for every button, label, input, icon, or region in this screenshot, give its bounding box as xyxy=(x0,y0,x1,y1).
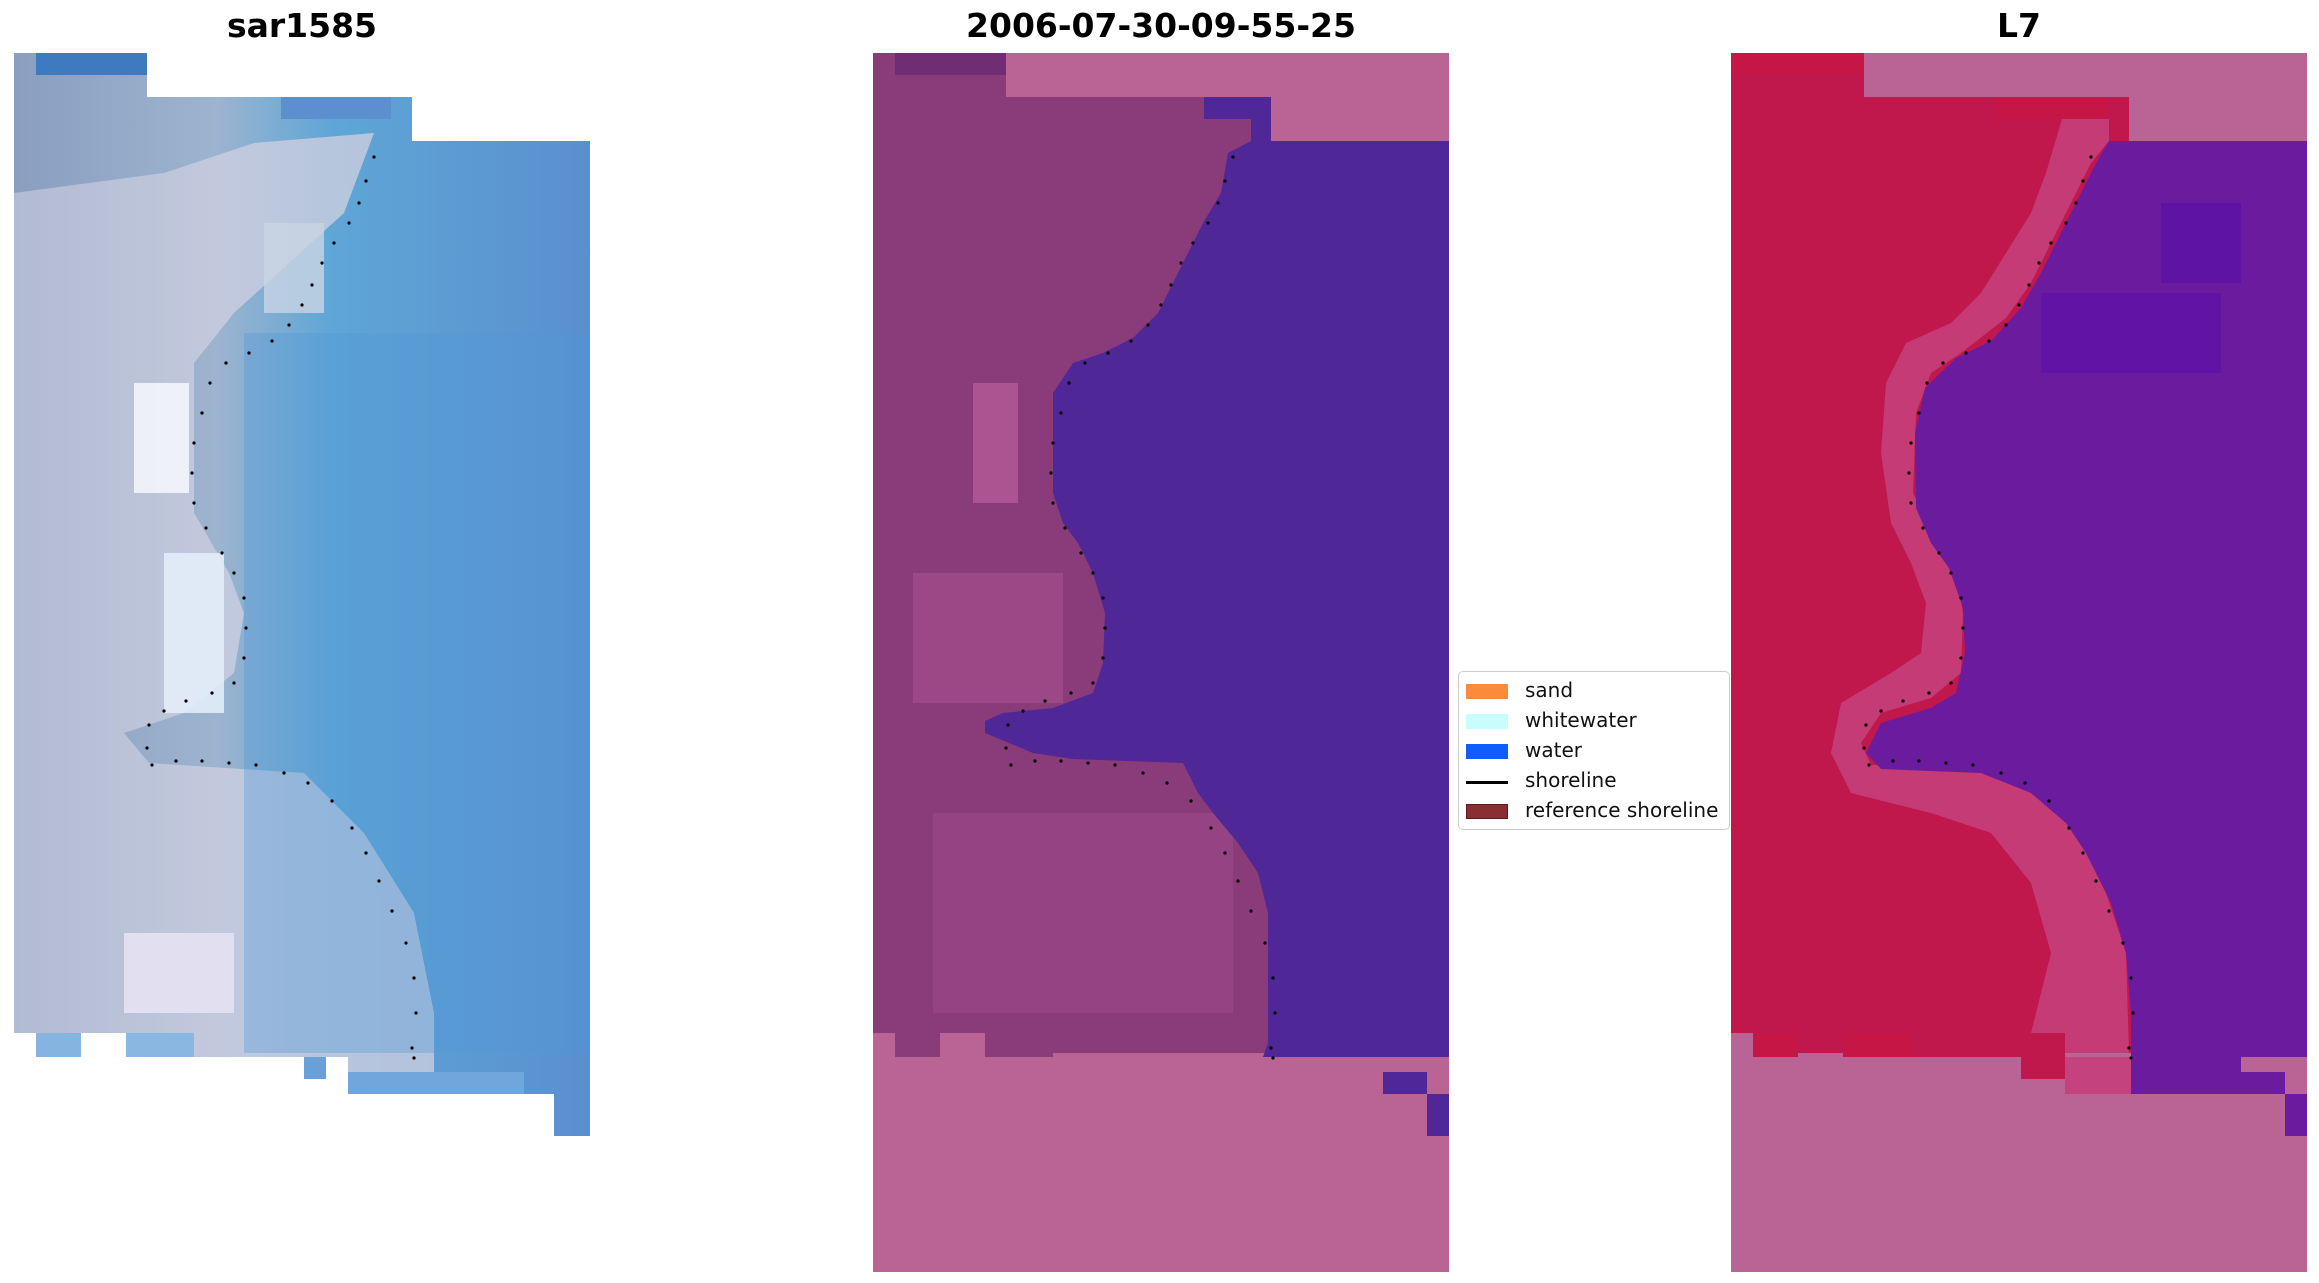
legend-label-whitewater: whitewater xyxy=(1525,708,1637,732)
legend-label-sand: sand xyxy=(1525,678,1574,702)
shoreline-dots xyxy=(1004,155,1277,1060)
legend: sand whitewater water shoreline referenc… xyxy=(1458,671,1730,830)
legend-item-shoreline: shoreline xyxy=(1459,766,1729,796)
legend-item-water: water xyxy=(1459,736,1729,766)
title-classified-panel: 2006-07-30-09-55-25 xyxy=(966,6,1356,45)
legend-item-reference-shoreline: reference shoreline xyxy=(1459,796,1729,826)
classified-image xyxy=(873,53,1449,1272)
rgb-satellite-image xyxy=(14,53,590,1136)
legend-swatch-water xyxy=(1466,744,1508,759)
title-rgb-panel: sar1585 xyxy=(226,6,378,45)
legend-item-sand: sand xyxy=(1459,676,1729,706)
legend-label-water: water xyxy=(1525,738,1582,762)
index-image xyxy=(1731,53,2307,1272)
legend-swatch-sand xyxy=(1466,684,1508,699)
legend-swatch-reference-shoreline xyxy=(1466,804,1508,819)
legend-label-reference-shoreline: reference shoreline xyxy=(1525,798,1719,822)
legend-item-whitewater: whitewater xyxy=(1459,706,1729,736)
legend-line-shoreline xyxy=(1466,781,1508,784)
shoreline-dots xyxy=(1862,155,2135,1060)
shoreline-dots xyxy=(145,155,418,1060)
legend-label-shoreline: shoreline xyxy=(1525,768,1617,792)
legend-swatch-whitewater xyxy=(1466,714,1508,729)
title-index-panel: L7 xyxy=(1997,6,2041,45)
